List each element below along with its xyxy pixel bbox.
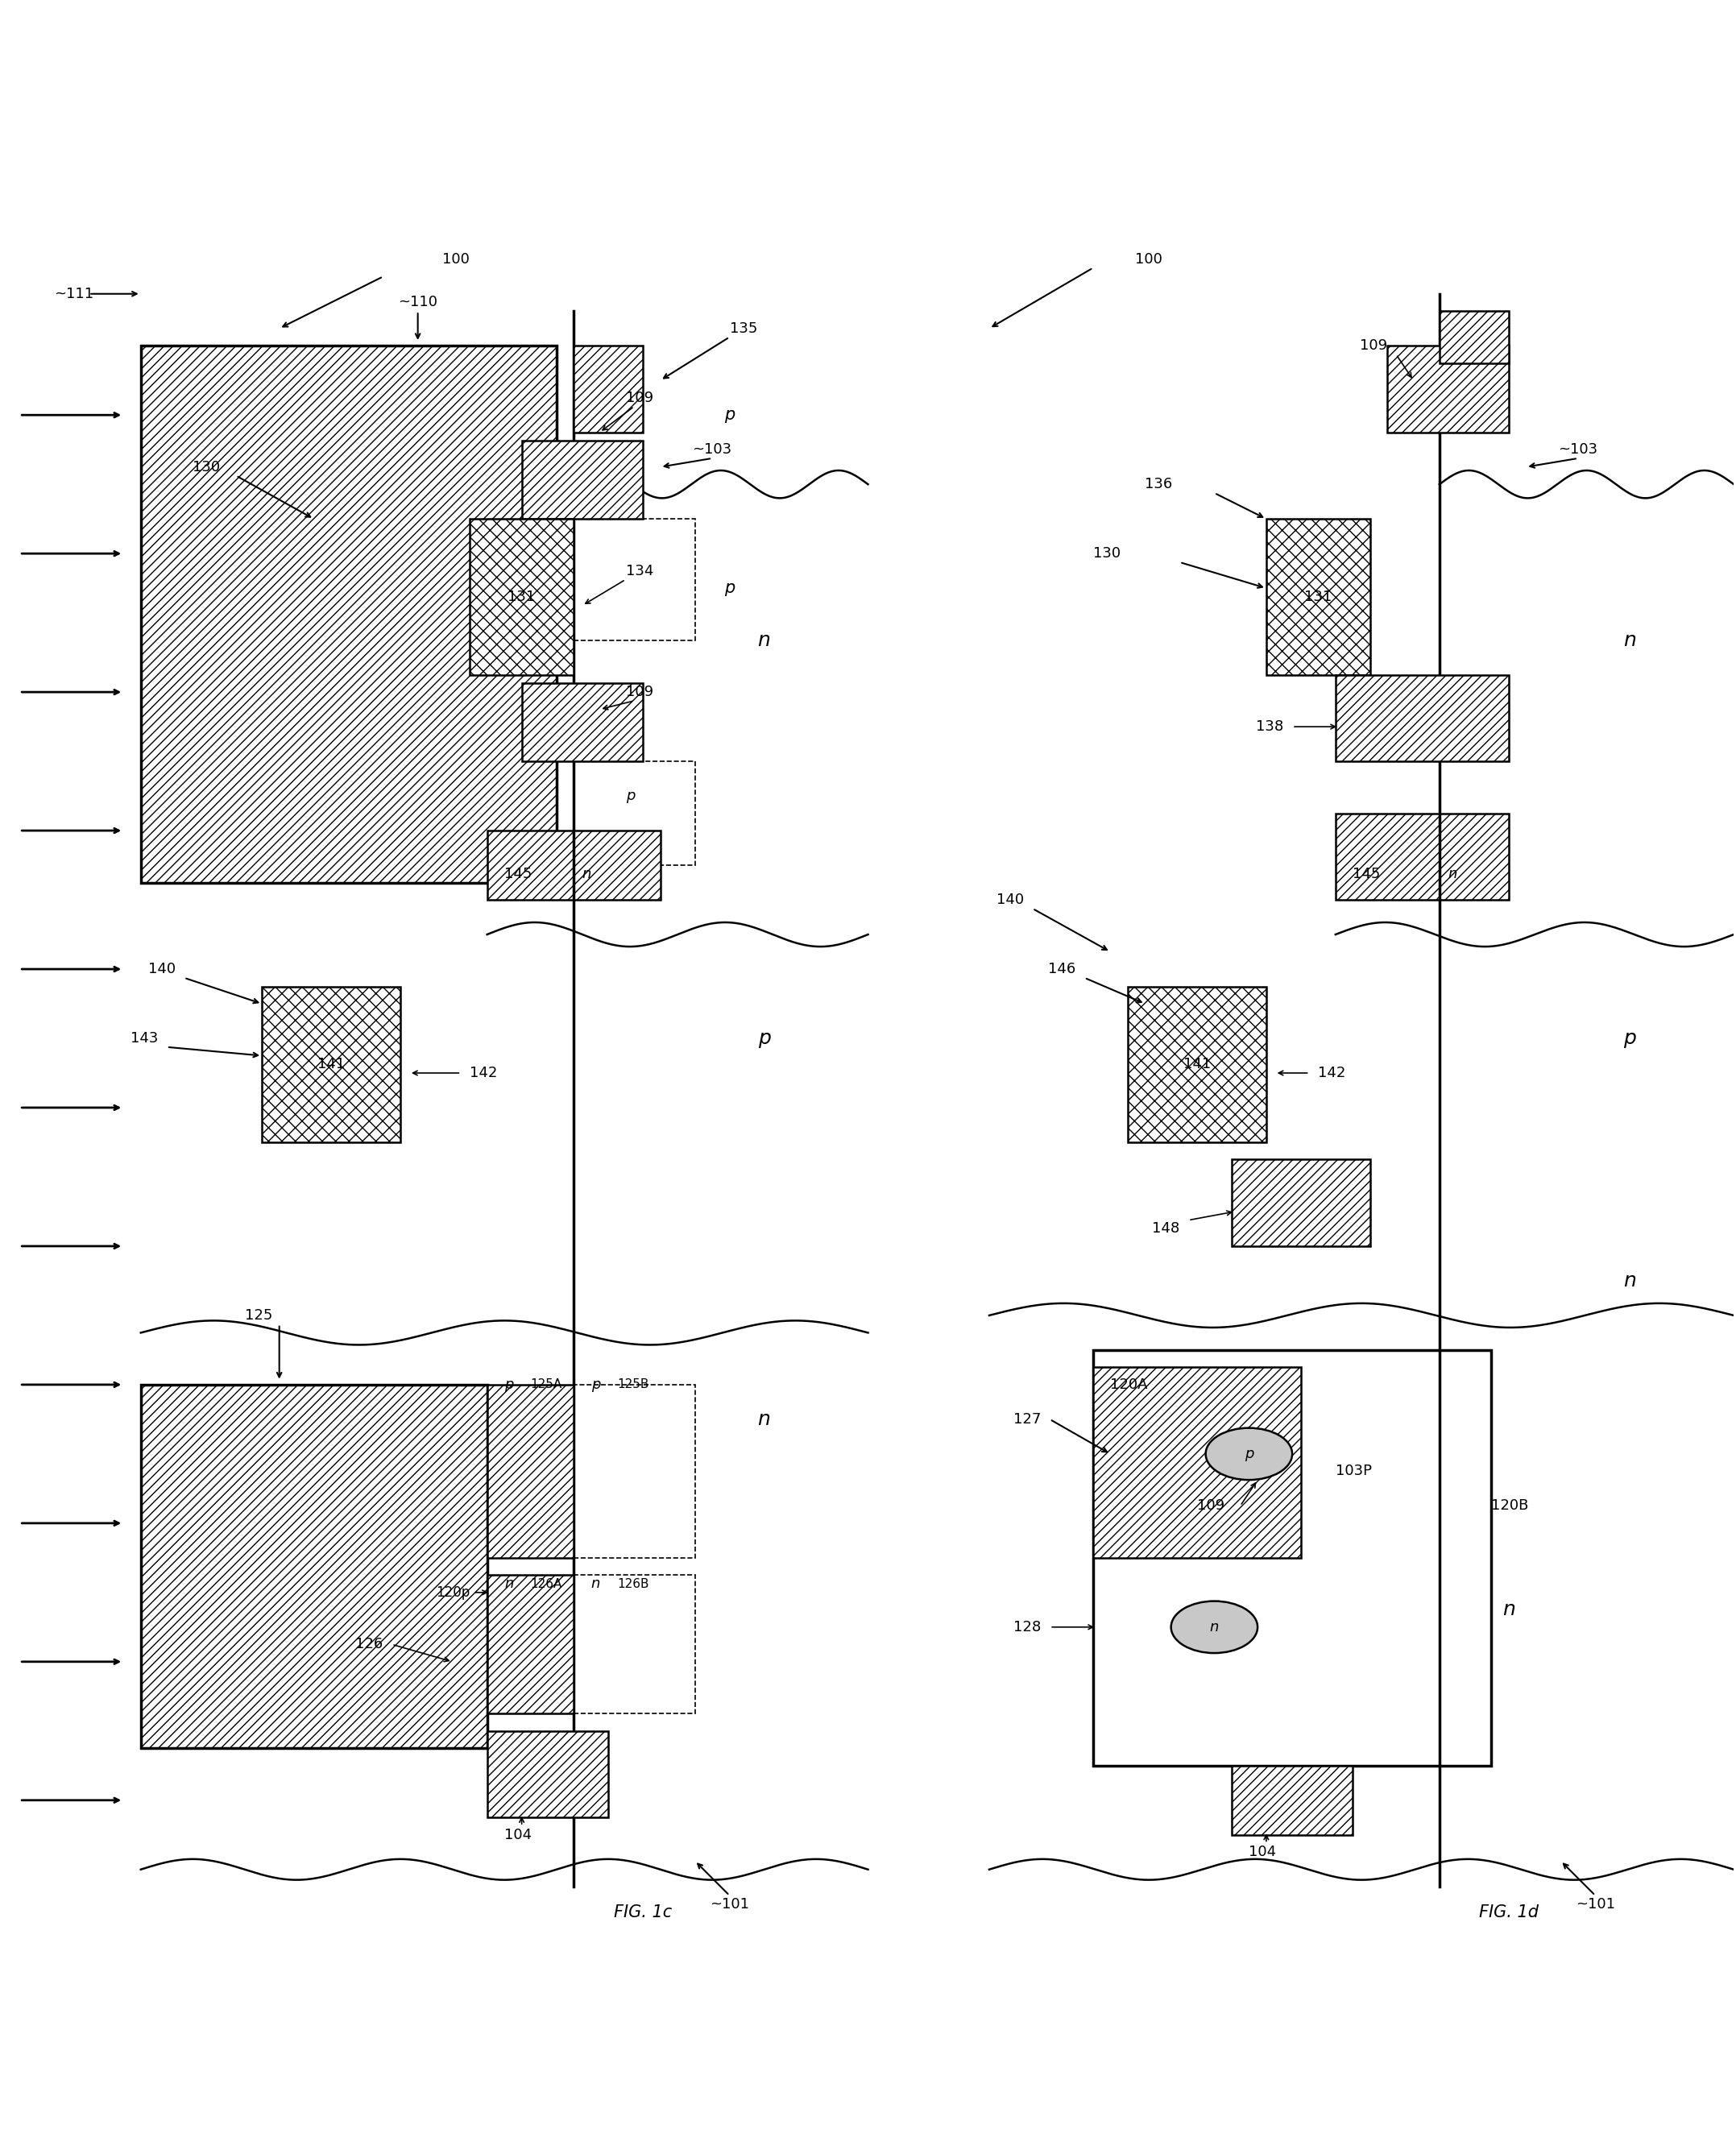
Text: 109: 109: [1198, 1498, 1224, 1513]
Text: n: n: [590, 1577, 601, 1590]
Text: 141: 141: [1184, 1058, 1210, 1071]
Text: p: p: [1245, 1446, 1253, 1461]
Ellipse shape: [1205, 1427, 1292, 1481]
Bar: [1231, 1766, 1352, 1835]
Text: 145: 145: [505, 867, 531, 882]
Text: 100: 100: [443, 251, 470, 266]
Bar: [488, 1732, 608, 1818]
Text: n: n: [582, 867, 592, 882]
Text: 142: 142: [1318, 1067, 1345, 1079]
Text: ~110: ~110: [398, 296, 437, 309]
Text: 131: 131: [509, 590, 535, 603]
Text: 130: 130: [193, 459, 220, 474]
Bar: [573, 346, 642, 431]
Text: ~101: ~101: [710, 1897, 750, 1912]
Bar: [262, 987, 401, 1142]
Bar: [573, 1384, 694, 1558]
Bar: [470, 519, 573, 674]
Text: 125B: 125B: [616, 1378, 649, 1391]
Text: ~101: ~101: [1576, 1897, 1614, 1912]
Text: p: p: [724, 579, 734, 597]
Ellipse shape: [1172, 1601, 1257, 1652]
Text: 131: 131: [1304, 590, 1332, 603]
Bar: [1094, 1350, 1491, 1766]
Text: 120A: 120A: [1111, 1378, 1147, 1393]
Text: ~103: ~103: [1559, 442, 1597, 457]
Text: 126B: 126B: [616, 1577, 649, 1590]
Text: 130: 130: [1094, 547, 1121, 560]
Bar: [488, 831, 660, 899]
Bar: [488, 1575, 573, 1715]
Bar: [1335, 813, 1509, 899]
Text: p: p: [505, 1378, 514, 1393]
Text: p: p: [590, 1378, 601, 1393]
Text: 125: 125: [245, 1309, 273, 1322]
Bar: [1335, 674, 1509, 762]
Text: p: p: [724, 408, 734, 423]
Text: n: n: [757, 631, 771, 650]
Text: 109: 109: [625, 391, 653, 406]
Text: 120p: 120p: [436, 1586, 470, 1599]
Bar: [1387, 346, 1509, 431]
Text: 104: 104: [1248, 1846, 1276, 1858]
Text: 126A: 126A: [531, 1577, 562, 1590]
Text: p: p: [757, 1028, 771, 1047]
Text: n: n: [1448, 867, 1457, 882]
Text: 141: 141: [318, 1058, 345, 1071]
Text: n: n: [505, 1577, 514, 1590]
Text: 142: 142: [470, 1067, 498, 1079]
Text: n: n: [1502, 1601, 1516, 1620]
Text: 104: 104: [505, 1828, 531, 1841]
Text: 146: 146: [1049, 961, 1076, 976]
Text: 128: 128: [1014, 1620, 1042, 1635]
Text: 140: 140: [148, 961, 175, 976]
Text: 109: 109: [1359, 339, 1387, 354]
Bar: [1094, 1367, 1300, 1558]
Text: n: n: [757, 1410, 771, 1429]
Text: 127: 127: [1014, 1412, 1042, 1427]
Text: 135: 135: [729, 322, 757, 335]
Bar: [523, 442, 642, 519]
Text: n: n: [1210, 1620, 1219, 1635]
Text: 100: 100: [1135, 251, 1163, 266]
Text: FIG. 1c: FIG. 1c: [615, 1906, 672, 1921]
Text: 134: 134: [625, 564, 653, 577]
Text: 140: 140: [996, 893, 1024, 908]
Text: n: n: [1623, 631, 1637, 650]
Text: p: p: [625, 790, 635, 803]
Text: ~111: ~111: [54, 288, 94, 300]
Bar: [1266, 519, 1370, 674]
Text: 125A: 125A: [531, 1378, 562, 1391]
Bar: [573, 1575, 694, 1715]
Text: p: p: [1623, 1028, 1637, 1047]
Bar: [1439, 311, 1509, 363]
Text: 103P: 103P: [1335, 1464, 1371, 1479]
Text: 120B: 120B: [1491, 1498, 1529, 1513]
Text: 148: 148: [1153, 1221, 1180, 1236]
Text: 143: 143: [130, 1030, 158, 1045]
Bar: [523, 682, 642, 762]
Bar: [573, 762, 694, 865]
Text: 145: 145: [1352, 867, 1380, 882]
Text: n: n: [1623, 1270, 1637, 1290]
Bar: [1128, 987, 1266, 1142]
Bar: [573, 519, 694, 640]
Text: 126: 126: [356, 1637, 384, 1652]
Bar: [1231, 1159, 1370, 1247]
Text: 109: 109: [625, 685, 653, 700]
Text: 138: 138: [1255, 719, 1283, 734]
Bar: [141, 1384, 488, 1749]
Bar: [488, 1384, 573, 1558]
Text: ~103: ~103: [693, 442, 733, 457]
Text: 136: 136: [1146, 476, 1172, 491]
Text: FIG. 1d: FIG. 1d: [1479, 1906, 1538, 1921]
Bar: [141, 346, 556, 882]
